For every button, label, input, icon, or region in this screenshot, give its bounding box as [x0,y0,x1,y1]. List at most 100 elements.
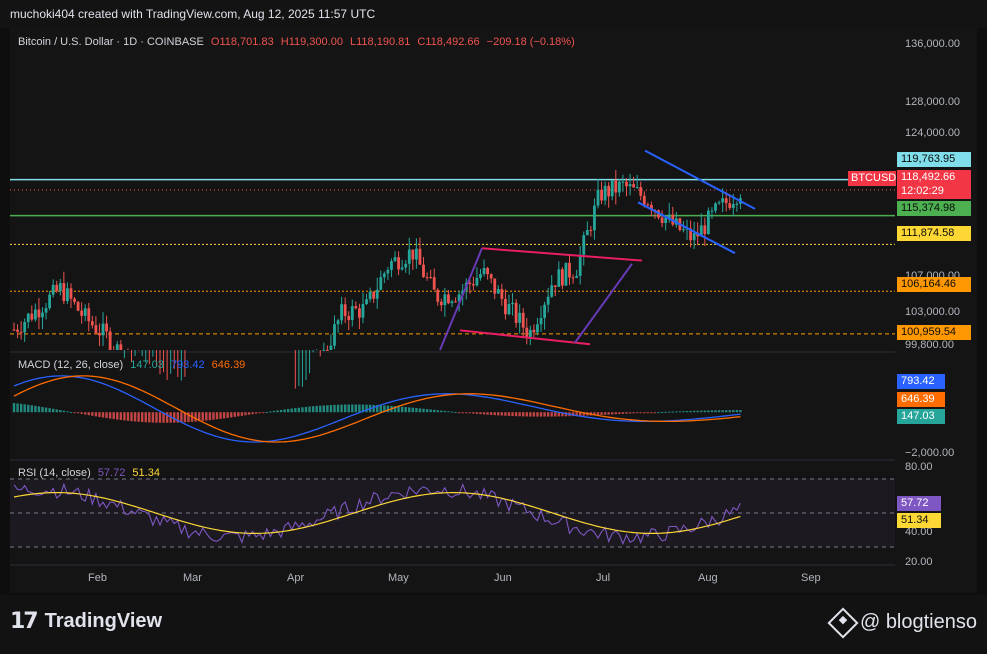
macd-histogram-bar [393,406,397,413]
macd-histogram-bar [628,412,632,414]
candle-body [418,248,422,265]
macd-histogram-bar [340,404,343,413]
pattern-line-pink-top [481,247,643,262]
candle-body [41,312,44,318]
footer: 17 TradingView @ blogtienso [0,595,987,654]
macd-line-tag: 793.42 [897,374,945,389]
macd-histogram-bar [582,412,585,416]
macd-histogram-bar [479,412,482,415]
candle-body [699,225,703,237]
macd-histogram-bar [119,412,123,421]
open-value: O118,701.83 [210,36,274,48]
candle-body [101,323,105,336]
candle-body [358,308,361,318]
candle-body [372,291,376,299]
candle-body [30,313,34,320]
macd-histogram-bar [226,412,229,418]
macd-histogram-bar [101,412,105,418]
macd-histogram-bar [735,410,739,413]
macd-histogram-bar [457,412,461,414]
macd-histogram-bar [578,412,582,416]
level-tag-yellow: 111,874.58 [897,226,971,241]
time-axis-label: Mar [183,572,202,584]
time-axis-label: Jul [596,572,611,584]
binance-icon [827,606,859,639]
macd-histogram-bar [98,412,101,417]
macd-histogram-bar [500,412,504,416]
candle-body [386,269,390,274]
rsi-ma-tag: 51.34 [897,513,941,528]
candle-body [536,324,539,333]
candle-body [660,217,664,224]
macd-histogram-bar [51,408,55,413]
macd-histogram-bar [41,406,44,413]
candle-body [439,301,443,306]
candle-body [689,228,692,241]
macd-histogram-bar [358,404,361,413]
candle-body [461,290,465,295]
candle-body [735,203,739,205]
candle-body [507,304,511,315]
macd-histogram-bar [197,412,201,422]
candle-body [479,274,482,278]
macd-histogram-bar [208,412,212,421]
candle-body [603,185,607,201]
macd-histogram-bar [105,412,108,419]
macd-histogram-bar [411,407,415,413]
candle-body [51,284,55,295]
candle-body [646,204,650,206]
macd-histogram-bar [247,412,251,415]
candle-body [667,214,671,218]
candle-body [69,288,73,299]
level-tag-cyan: 119,763.95 [897,152,971,167]
macd-histogram-bar [34,405,37,413]
candle-body [119,344,123,350]
macd-histogram-bar [116,412,119,420]
candle-body [539,318,543,325]
candle-body [550,285,554,297]
macd-histogram-bar [529,412,532,417]
macd-histogram-bar [376,405,379,413]
level-tag-orange-1: 106,164.46 [897,277,971,292]
candle-body [496,289,500,294]
candle-body [94,325,98,333]
macd-histogram-bar [347,404,350,413]
macd-histogram-bar [675,411,678,413]
macd-histogram-bar [707,410,710,413]
macd-histogram-bar [151,412,155,423]
macd-histogram-bar [692,410,696,413]
candle-body [12,329,16,331]
candle-body [347,316,351,320]
candle-body [66,288,69,302]
chart-frame[interactable] [10,28,977,593]
main-legend: Bitcoin / U.S. Dollar · 1D · COINBASE O1… [18,36,575,48]
macd-histogram-bar [504,412,507,416]
tradingview-logo[interactable]: 17 TradingView [10,609,162,634]
macd-histogram-bar [429,409,432,413]
candle-body [682,229,685,231]
level-tag-orange-2: 100,959.54 [897,325,971,340]
candle-body [664,217,668,224]
candle-body [425,277,429,279]
macd-histogram-bar [657,412,660,414]
macd-histogram-bar [440,410,443,413]
candle-body [90,321,94,326]
macd-histogram-bar [514,412,518,417]
macd-histogram-bar [12,403,16,413]
price-axis-label: 136,000.00 [905,38,961,50]
macd-histogram-bar [301,407,304,413]
macd-histogram-bar [59,410,62,413]
macd-histogram-bar [319,405,322,413]
macd-histogram-bar [447,411,450,413]
candle-body [55,284,59,292]
candle-body [546,296,550,305]
macd-histogram-bar [425,409,429,413]
rsi-legend: RSI (14, close) 57.72 51.34 [18,467,160,479]
macd-histogram-bar [361,404,365,413]
macd-histogram-bar [717,410,721,413]
macd-histogram-bar [126,412,130,421]
macd-histogram-bar [48,408,51,413]
candle-body [607,185,611,197]
candle-body [521,312,525,328]
